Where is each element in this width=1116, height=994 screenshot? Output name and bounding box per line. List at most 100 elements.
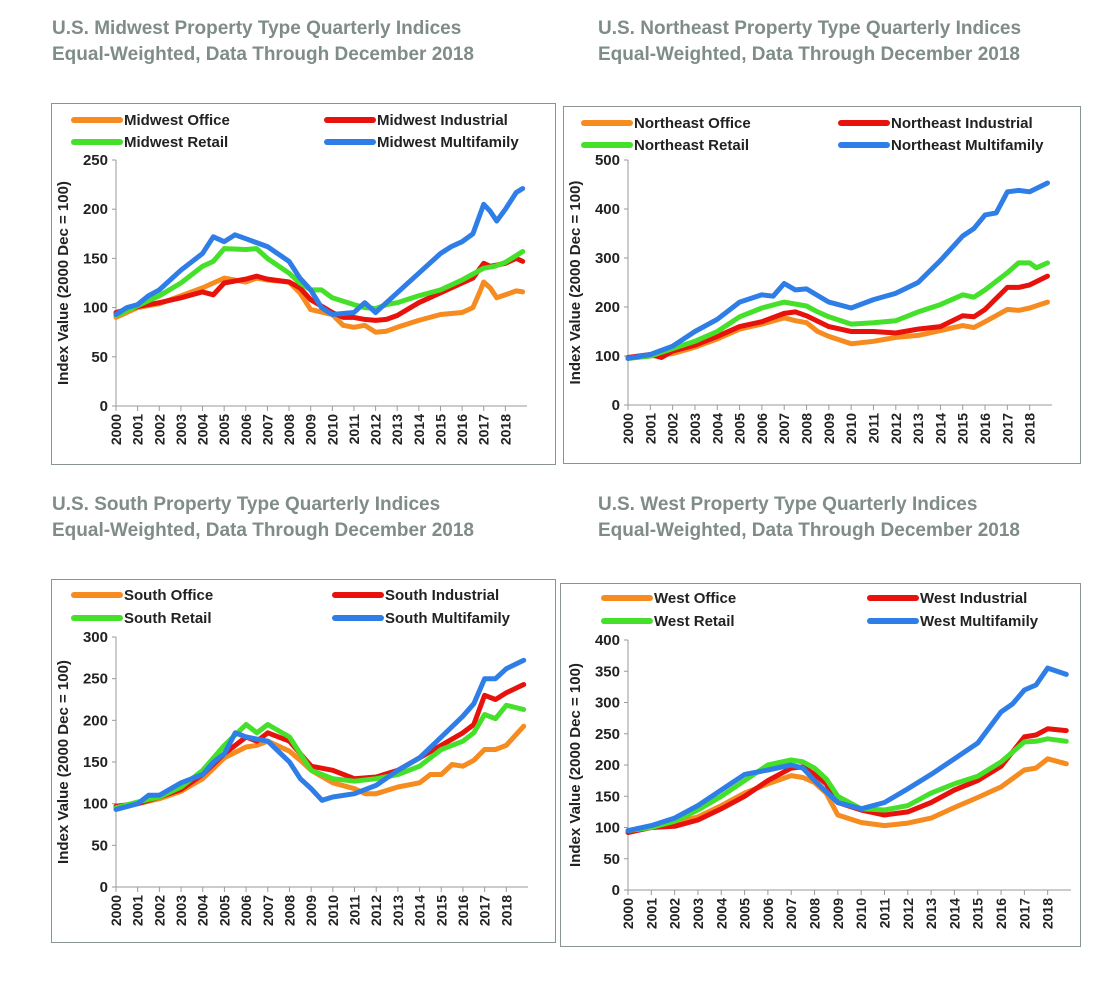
x-tick-label: 2017 xyxy=(999,413,1015,444)
y-tick-label: 350 xyxy=(595,663,620,680)
title-line2: Equal-Weighted, Data Through December 20… xyxy=(598,520,1020,541)
x-tick-label: 2008 xyxy=(799,413,815,444)
legend-label: Midwest Multifamily xyxy=(377,134,519,151)
x-tick-label: 2007 xyxy=(260,895,276,926)
legend-item: Midwest Multifamily xyxy=(324,134,519,151)
x-tick-label: 2004 xyxy=(713,898,729,929)
x-tick-label: 2007 xyxy=(259,414,275,445)
x-tick-label: 2016 xyxy=(455,895,471,926)
x-tick-label: 2014 xyxy=(932,413,948,444)
legend-label: West Office xyxy=(654,590,736,607)
legend-label: West Industrial xyxy=(920,590,1027,607)
x-tick-label: 2011 xyxy=(347,895,363,926)
chart-1: 0 100 200 300 400 500 2000 2001 2002 2003 2004 2005… xyxy=(567,115,1052,444)
chart-2: 0 50 100 150 200 250 300 2000 2001 2002 2003 2004 20… xyxy=(55,587,528,926)
x-tick-label: 2018 xyxy=(1040,898,1056,929)
x-tick-label: 2014 xyxy=(946,898,962,929)
title-line1: U.S. South Property Type Quarterly Indic… xyxy=(52,494,441,515)
y-tick-label: 0 xyxy=(100,879,108,896)
x-tick-label: 2008 xyxy=(807,898,823,929)
legend-label: Northeast Retail xyxy=(634,137,749,154)
series-line-northeast-retail xyxy=(625,260,1050,361)
legend-item: South Multifamily xyxy=(332,610,511,627)
series-line-south-multifamily xyxy=(113,657,527,812)
y-tick-label: 50 xyxy=(603,851,620,868)
legend-label: Northeast Industrial xyxy=(891,115,1033,132)
x-tick-label: 2009 xyxy=(303,414,319,445)
x-tick-label: 2006 xyxy=(238,414,254,445)
y-tick-label: 0 xyxy=(612,397,620,414)
x-tick-label: 2001 xyxy=(130,895,146,926)
series-line-midwest-multifamily xyxy=(113,186,526,317)
y-tick-label: 400 xyxy=(595,201,620,218)
x-tick-label: 2009 xyxy=(821,413,837,444)
legend-item: West Retail xyxy=(601,613,735,630)
x-tick-label: 2017 xyxy=(1016,898,1032,929)
x-tick-label: 2015 xyxy=(955,413,971,444)
x-tick-label: 2003 xyxy=(173,895,189,926)
legend-label: Midwest Industrial xyxy=(377,112,508,129)
legend-label: Northeast Multifamily xyxy=(891,137,1044,154)
x-tick-label: 2016 xyxy=(977,413,993,444)
x-tick-label: 2012 xyxy=(900,898,916,929)
y-tick-label: 100 xyxy=(595,820,620,837)
y-axis-title: Index Value (2000 Dec = 100) xyxy=(55,181,72,385)
series-line-west-retail xyxy=(625,736,1069,834)
x-tick-label: 2000 xyxy=(108,895,124,926)
y-tick-label: 200 xyxy=(595,299,620,316)
x-tick-label: 2006 xyxy=(760,898,776,929)
title-line1: U.S. West Property Type Quarterly Indice… xyxy=(598,494,978,515)
y-tick-label: 300 xyxy=(83,629,108,646)
x-tick-label: 2015 xyxy=(970,898,986,929)
title-line1: U.S. Midwest Property Type Quarterly Ind… xyxy=(52,18,462,39)
legend-label: West Multifamily xyxy=(920,613,1039,630)
x-tick-label: 2011 xyxy=(876,898,892,929)
y-tick-label: 500 xyxy=(595,152,620,169)
y-tick-label: 50 xyxy=(91,349,108,366)
x-tick-label: 2010 xyxy=(325,895,341,926)
x-tick-label: 2015 xyxy=(433,895,449,926)
x-tick-label: 2013 xyxy=(390,895,406,926)
chart-title-south: U.S. South Property Type Quarterly Indic… xyxy=(52,492,474,544)
x-tick-label: 2014 xyxy=(412,895,428,926)
series-line-midwest-retail xyxy=(113,246,526,318)
legend-item: Northeast Office xyxy=(581,115,751,132)
x-tick-label: 2002 xyxy=(151,414,167,445)
legend-label: South Retail xyxy=(124,610,212,627)
x-tick-label: 2001 xyxy=(643,898,659,929)
legend-label: South Office xyxy=(124,587,213,604)
y-tick-label: 400 xyxy=(595,632,620,649)
x-tick-label: 2007 xyxy=(783,898,799,929)
x-tick-label: 2004 xyxy=(195,414,211,445)
legend-item: South Industrial xyxy=(332,587,499,604)
x-tick-label: 2013 xyxy=(923,898,939,929)
chart-title-midwest: U.S. Midwest Property Type Quarterly Ind… xyxy=(52,16,474,68)
y-tick-label: 150 xyxy=(83,754,108,771)
x-tick-label: 2016 xyxy=(993,898,1009,929)
x-tick-label: 2011 xyxy=(346,414,362,445)
title-line1: U.S. Northeast Property Type Quarterly I… xyxy=(598,18,1022,39)
x-tick-label: 2005 xyxy=(732,413,748,444)
x-tick-label: 2005 xyxy=(737,898,753,929)
x-tick-label: 2018 xyxy=(498,895,514,926)
x-tick-label: 2009 xyxy=(303,895,319,926)
x-tick-label: 2006 xyxy=(754,413,770,444)
series-line-west-office xyxy=(625,756,1069,834)
y-tick-label: 100 xyxy=(83,300,108,317)
x-tick-label: 2002 xyxy=(151,895,167,926)
series-line-northeast-industrial xyxy=(625,273,1050,360)
x-tick-label: 2006 xyxy=(238,895,254,926)
chart-3: 0 50 100 150 200 250 300 350 400 2000 2001 2002 2003… xyxy=(567,590,1071,929)
series-line-midwest-office xyxy=(113,275,526,335)
x-tick-label: 2013 xyxy=(910,413,926,444)
title-line2: Equal-Weighted, Data Through December 20… xyxy=(52,520,474,541)
y-tick-label: 100 xyxy=(595,348,620,365)
y-tick-label: 100 xyxy=(83,796,108,813)
y-tick-label: 250 xyxy=(83,671,108,688)
series-line-west-multifamily xyxy=(625,665,1069,834)
x-tick-label: 2001 xyxy=(130,414,146,445)
legend-item: Midwest Industrial xyxy=(324,112,508,129)
x-tick-label: 2018 xyxy=(1022,413,1038,444)
y-axis-title: Index Value (2000 Dec = 100) xyxy=(567,663,584,867)
y-tick-label: 250 xyxy=(595,726,620,743)
